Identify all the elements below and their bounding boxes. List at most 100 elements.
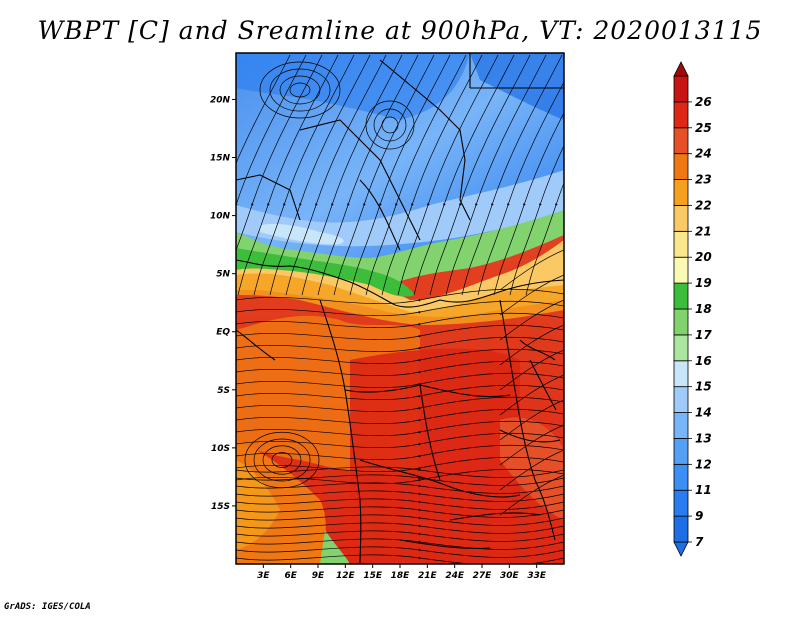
streamline [381, 54, 483, 296]
colorbar-segment [673, 153, 689, 180]
colorbar-label: 20 [695, 250, 712, 264]
streamline [499, 449, 564, 491]
colorbar-segment [673, 308, 689, 336]
streamline [493, 111, 564, 296]
streamline [236, 54, 323, 252]
streamline [237, 54, 339, 296]
colorbar-label: 25 [695, 121, 712, 135]
colorbar-segment [673, 75, 689, 103]
colorbar-segment [673, 127, 689, 155]
streamline [317, 54, 419, 296]
streamline [236, 396, 564, 413]
streamline [236, 300, 564, 317]
colorbar-label: 19 [695, 276, 712, 290]
streamline [236, 288, 564, 305]
streamline [236, 514, 564, 526]
streamline [349, 54, 451, 296]
streamline [236, 468, 564, 485]
lon-tick-label: 6E [284, 571, 297, 581]
streamline [236, 324, 564, 341]
colorbar-segment [673, 230, 689, 258]
streamline [236, 554, 564, 564]
lon-tick-label: 3E [257, 571, 270, 581]
colorbar-top-triangle [673, 61, 689, 77]
streamline [236, 546, 564, 558]
lat-tick-label: 20N [210, 95, 231, 105]
country-borders [236, 53, 564, 564]
streamline [253, 438, 311, 482]
colorbar-label: 22 [695, 198, 712, 212]
streamline [236, 420, 564, 437]
streamline [373, 108, 407, 142]
colorbar-segment [673, 179, 689, 206]
colorbar-segment [673, 515, 689, 543]
colorbar-label: 16 [695, 354, 712, 368]
lon-tick-label: 21E [418, 571, 438, 581]
lat-tick-label: 15N [210, 154, 231, 164]
lat-tick-label: 5S [217, 386, 230, 396]
streamline [285, 54, 387, 296]
lon-tick-label: 30E [500, 571, 520, 581]
streamline [445, 54, 547, 296]
lon-tick-label: 15E [363, 571, 383, 581]
streamline [269, 68, 331, 112]
streamline [499, 374, 564, 416]
colorbar-label: 23 [695, 173, 712, 187]
streamline [477, 81, 564, 296]
colorbar-label: 24 [695, 147, 712, 161]
streamline [236, 490, 564, 502]
colorbar-label: 14 [695, 406, 712, 420]
colorbar-segment [673, 101, 689, 129]
colorbar: 7 9 11 12 13 14 15 16 17 18 19 20 21 22 23 24 25 26 [673, 61, 712, 557]
streamline [236, 506, 564, 518]
streamline [236, 474, 564, 486]
colorbar-label: 13 [695, 431, 712, 445]
streamline [289, 82, 311, 98]
streamline [461, 54, 563, 296]
streamline [499, 349, 564, 391]
streamline [271, 452, 293, 468]
streamline [259, 61, 341, 119]
colorbar-label: 18 [695, 302, 712, 316]
lon-tick-label: 33E [527, 571, 547, 581]
streamline [236, 432, 564, 449]
streamline [499, 249, 564, 291]
colorbar-segment [673, 282, 689, 310]
colorbar-label: 9 [695, 509, 703, 523]
lat-tick-label: 5N [216, 270, 230, 280]
streamline [397, 54, 499, 296]
colorbar-segment [673, 360, 689, 388]
streamline [499, 299, 564, 341]
colorbar-bottom-triangle [673, 541, 689, 557]
page-title: WBPT [C] and Sreamline at 900hPa, VT: 20… [37, 16, 763, 45]
streamlines [236, 54, 564, 564]
latitude-axis: 20N 15N 10N 5N EQ 5S 10S 15S [210, 95, 236, 512]
streamline [365, 100, 415, 150]
colorbar-label: 11 [695, 483, 712, 497]
colorbar-label: 12 [695, 457, 712, 471]
colorbar-segment [673, 438, 689, 465]
streamline [333, 54, 435, 296]
streamline [236, 348, 564, 365]
streamline [236, 456, 564, 473]
lat-tick-label: 10S [211, 444, 230, 454]
streamline [499, 274, 564, 316]
colorbar-segment [673, 256, 689, 284]
streamline [236, 384, 564, 401]
streamline [236, 444, 564, 461]
colorbar-label: 17 [695, 328, 712, 342]
colorbar-label: 15 [695, 380, 712, 394]
streamline [262, 445, 302, 475]
streamline [525, 181, 564, 296]
streamline [253, 54, 355, 296]
streamline [301, 54, 403, 296]
lat-tick-label: 10N [210, 212, 231, 222]
streamline [499, 424, 564, 466]
colorbar-segment [673, 463, 689, 491]
lat-tick-label: EQ [216, 328, 230, 338]
lon-tick-label: 9E [312, 571, 325, 581]
streamline [236, 530, 564, 542]
streamline [236, 312, 564, 329]
colorbar-segment [673, 412, 689, 439]
